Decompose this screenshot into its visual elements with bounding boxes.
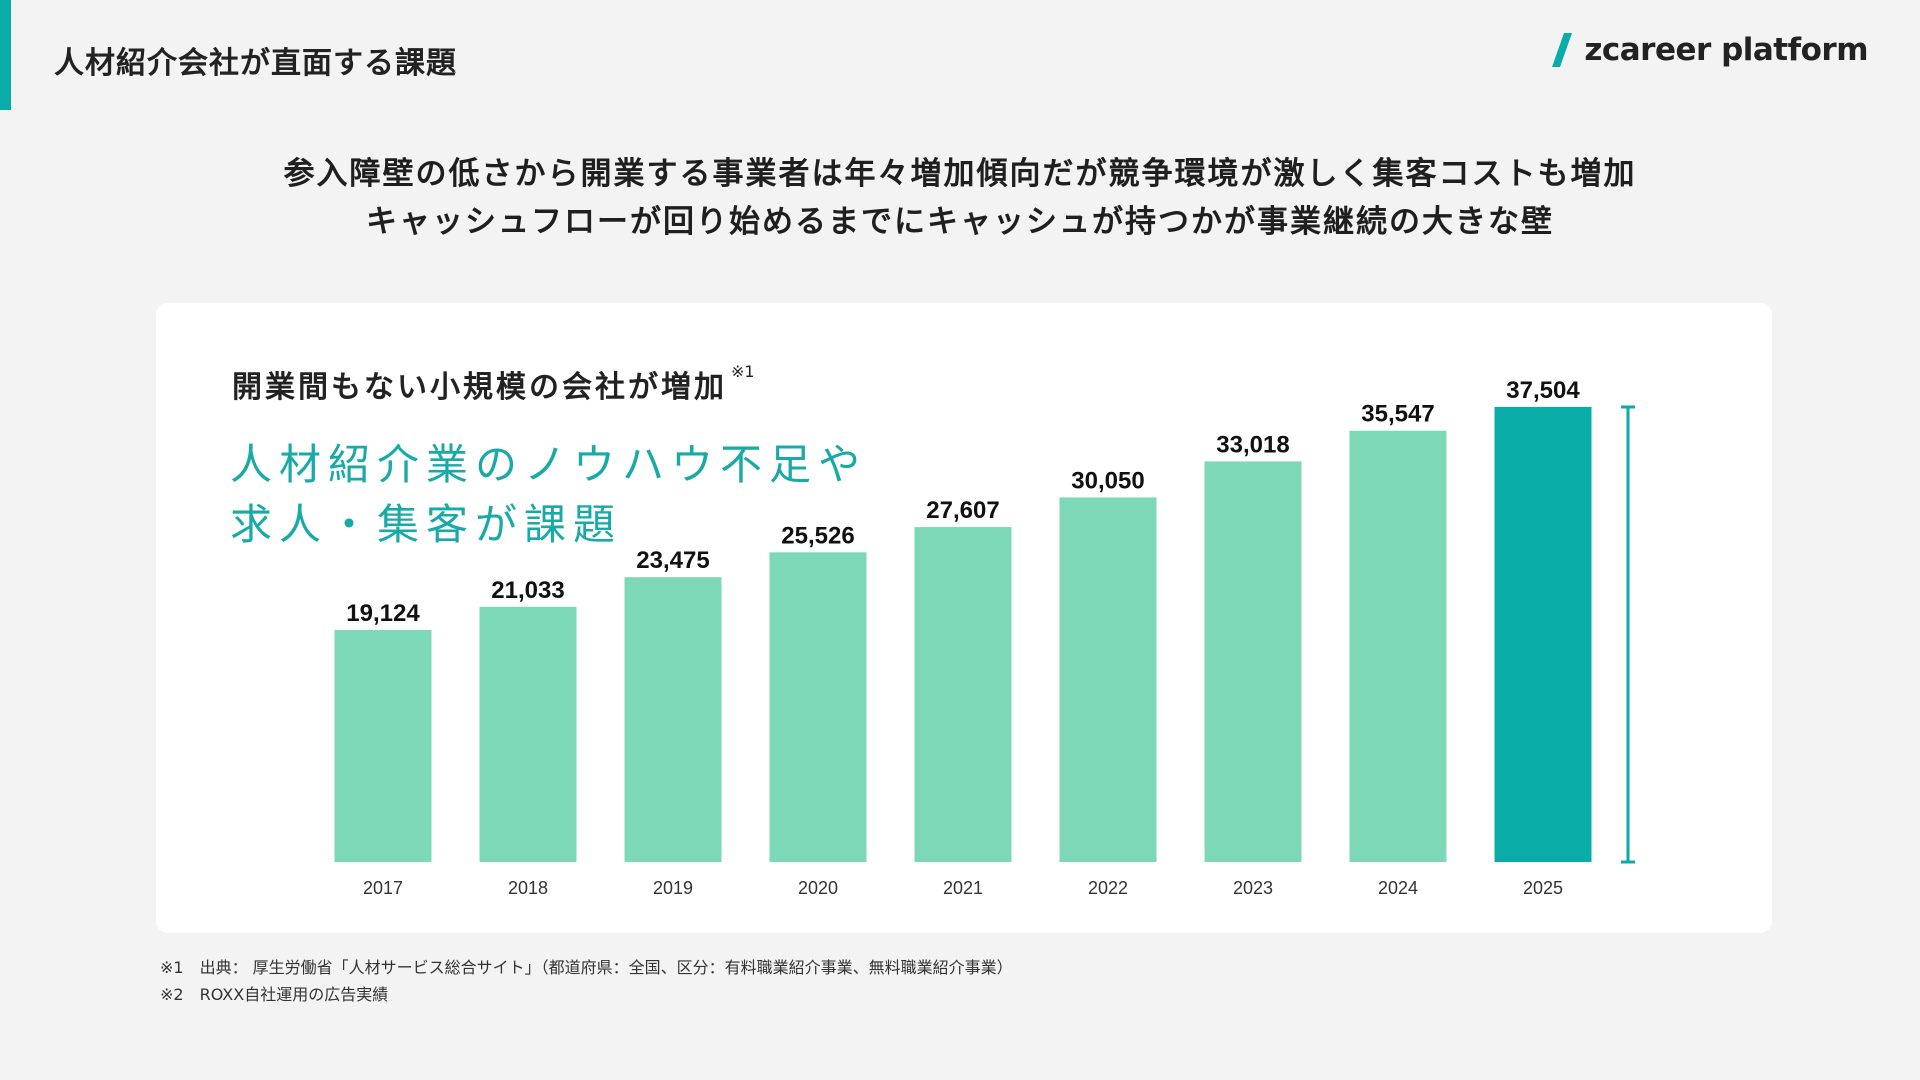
bar-2017 <box>334 629 432 862</box>
bar-2022 <box>1059 497 1157 862</box>
value-label-2017: 19,124 <box>346 600 420 627</box>
headline-line-2: キャッシュフローが回り始めるまでにキャッシュが持つかが事業継続の大きな壁 <box>366 204 1554 240</box>
chart-heading-note: ※1 <box>731 362 755 381</box>
bar-2019 <box>624 577 722 862</box>
x-tick-label-2025: 2025 <box>1523 878 1563 898</box>
logo-text: zcareer platform <box>1584 32 1868 68</box>
x-tick-label-2022: 2022 <box>1088 878 1128 898</box>
bar-2023 <box>1204 461 1302 862</box>
chart-heading-text: 開業間もない小規模の会社が増加 <box>232 370 727 405</box>
logo-slash-icon <box>1552 33 1573 67</box>
bar-2025 <box>1494 407 1592 862</box>
card-message-line-1: 人材紹介業のノウハウ不足や <box>230 440 868 489</box>
value-label-2023: 33,018 <box>1216 431 1289 458</box>
bar-2024 <box>1349 430 1447 862</box>
value-label-2018: 21,033 <box>491 577 564 604</box>
value-label-2019: 23,475 <box>636 547 709 574</box>
bar-2018 <box>479 606 577 862</box>
x-tick-label-2019: 2019 <box>653 878 693 898</box>
bar-2020 <box>769 552 867 862</box>
accent-bar <box>0 0 11 110</box>
footnote-1: ※1 出典： 厚生労働省「人材サービス総合サイト」（都道府県：全国、区分：有料職… <box>160 958 1013 977</box>
x-tick-label-2023: 2023 <box>1233 878 1273 898</box>
x-tick-label-2017: 2017 <box>363 878 403 898</box>
range-bracket <box>1621 405 1635 864</box>
value-label-2022: 30,050 <box>1071 467 1144 494</box>
x-tick-label-2018: 2018 <box>508 878 548 898</box>
x-tick-label-2021: 2021 <box>943 878 983 898</box>
bar-chart: 19,124 2017 21,033 2018 23,475 2019 25,526 2020… <box>334 377 1635 898</box>
value-label-2020: 25,526 <box>781 522 854 549</box>
headline-line-1: 参入障壁の低さから開業する事業者は年々増加傾向だが競争環境が激しく集客コストも増… <box>283 156 1637 192</box>
brand-logo: zcareer platform <box>1552 32 1868 68</box>
x-tick-label-2024: 2024 <box>1378 878 1418 898</box>
chart-card: 開業間もない小規模の会社が増加 ※1 人材紹介業のノウハウ不足や 求人・集客が課題… <box>156 303 1772 933</box>
value-label-2024: 35,547 <box>1361 401 1434 428</box>
bar-2021 <box>914 527 1012 862</box>
value-label-2021: 27,607 <box>926 497 999 524</box>
card-message-line-2: 求人・集客が課題 <box>230 500 623 549</box>
value-label-2025: 37,504 <box>1506 377 1580 404</box>
x-tick-label-2020: 2020 <box>798 878 838 898</box>
page-title: 人材紹介会社が直面する課題 <box>54 46 457 81</box>
footnote-2: ※2 ROXX自社運用の広告実績 <box>160 985 389 1004</box>
chart-heading: 開業間もない小規模の会社が増加 ※1 <box>232 362 755 406</box>
